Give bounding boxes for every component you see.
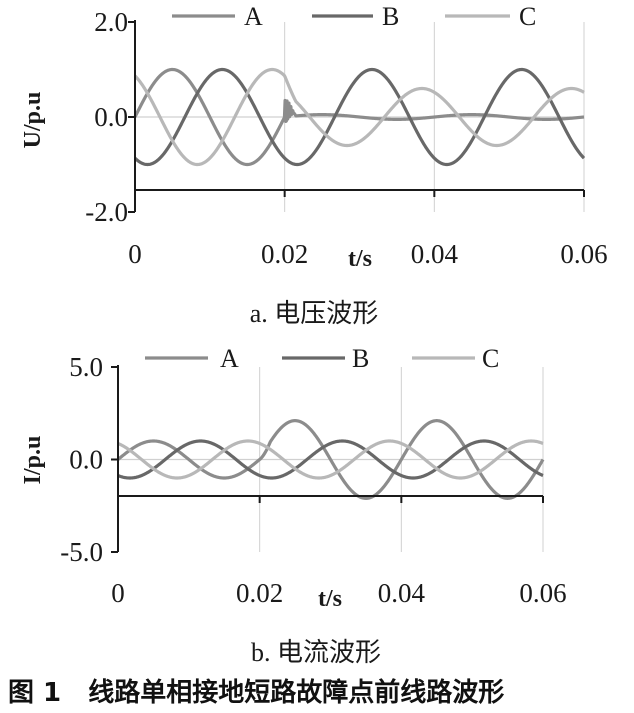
current-series bbox=[116, 419, 545, 500]
voltage-y-tick-label: 2.0 bbox=[94, 7, 128, 37]
voltage-legend-label-B: B bbox=[382, 2, 399, 31]
current-xlabel: t/s bbox=[318, 586, 342, 612]
voltage-y-tick-label: -2.0 bbox=[85, 197, 128, 227]
current-y-tick-label: -5.0 bbox=[60, 537, 103, 567]
current-x-tick-label: 0 bbox=[111, 578, 125, 608]
voltage-series-A bbox=[133, 67, 585, 167]
voltage-y-tick-label: 0.0 bbox=[94, 102, 128, 132]
current-series-C bbox=[117, 439, 544, 480]
voltage-caption: a. 电压波形 bbox=[250, 299, 379, 328]
current-ylabel: I/p.u bbox=[20, 436, 46, 485]
current-series-B bbox=[117, 439, 544, 480]
current-x-tick-label: 0.02 bbox=[236, 578, 283, 608]
current-x-tick-label: 0.04 bbox=[378, 578, 426, 608]
voltage-series bbox=[133, 67, 586, 167]
current-chart: 5.0 0.0 -5.0 0 0.02 0.04 0.06 A B C I/p.u t/s b.… bbox=[20, 344, 567, 667]
voltage-xlabel: t/s bbox=[348, 246, 372, 272]
voltage-x-tick-label: 0.06 bbox=[560, 239, 607, 269]
current-series-A bbox=[116, 419, 545, 500]
current-legend: A B C bbox=[145, 344, 499, 373]
current-y-tick-label: 5.0 bbox=[69, 352, 103, 382]
figure-caption: 图 1 线路单相接地短路故障点前线路波形 bbox=[8, 677, 504, 708]
current-caption: b. 电流波形 bbox=[251, 638, 381, 667]
current-y-tick-label: 0.0 bbox=[69, 445, 103, 475]
voltage-x-tick-label: 0.04 bbox=[411, 239, 459, 269]
voltage-series-B bbox=[133, 67, 586, 167]
current-legend-label-A: A bbox=[220, 344, 239, 373]
current-legend-label-B: B bbox=[352, 344, 369, 373]
voltage-legend: A B C bbox=[172, 2, 536, 31]
voltage-x-tick-label: 0.02 bbox=[261, 239, 308, 269]
current-axes: 5.0 0.0 -5.0 0 0.02 0.04 0.06 bbox=[60, 352, 566, 608]
voltage-legend-label-A: A bbox=[244, 2, 263, 31]
voltage-series-C bbox=[133, 67, 585, 167]
voltage-legend-label-C: C bbox=[519, 2, 536, 31]
current-legend-label-C: C bbox=[482, 344, 499, 373]
voltage-chart: 2.0 0.0 -2.00 0.02 0.04 0.06 A B C U/p.u t/s a.… bbox=[20, 2, 608, 328]
current-x-tick-label: 0.06 bbox=[519, 578, 566, 608]
voltage-ylabel: U/p.u bbox=[20, 92, 46, 149]
voltage-axes: 2.0 0.0 -2.00 0.02 0.04 0.06 bbox=[85, 7, 607, 269]
voltage-x-tick-label: 0 bbox=[128, 239, 142, 269]
